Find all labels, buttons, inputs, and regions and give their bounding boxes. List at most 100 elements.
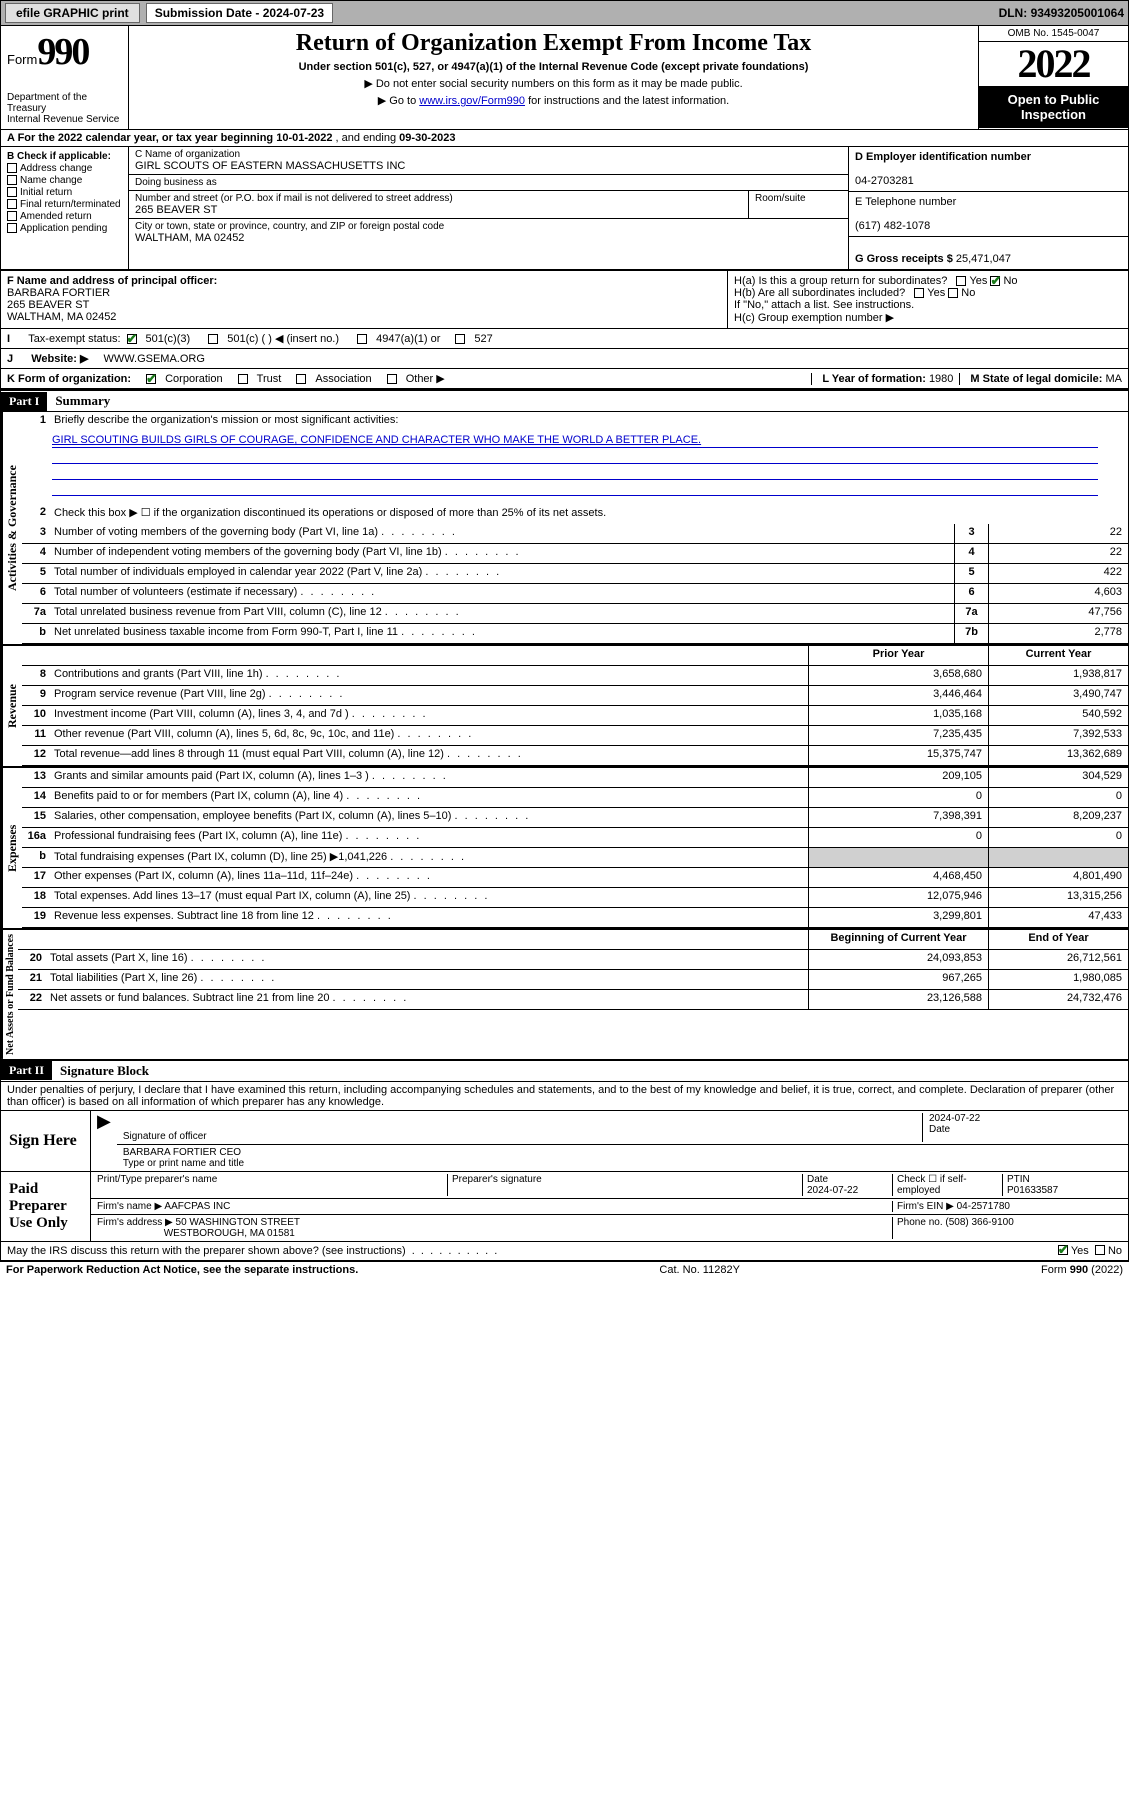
note-goto-post: for instructions and the latest informat… <box>525 95 729 107</box>
irs-link[interactable]: www.irs.gov/Form990 <box>419 95 525 107</box>
opt-trust: Trust <box>257 373 282 385</box>
chk-address-change[interactable]: Address change <box>7 163 122 174</box>
opt-527: 527 <box>474 333 492 345</box>
officer-addr2: WALTHAM, MA 02452 <box>7 311 116 323</box>
line-9: 9Program service revenue (Part VIII, lin… <box>22 686 1128 706</box>
pp-date-label: Date <box>807 1174 828 1185</box>
row-a-label: A For the 2022 calendar year, or tax yea… <box>7 132 276 144</box>
may-irs-yes-chk[interactable] <box>1058 1245 1068 1255</box>
chk-527[interactable] <box>455 334 465 344</box>
ln-num: 6 <box>22 584 50 603</box>
mission-blank-1 <box>52 450 1098 464</box>
section-revenue: Revenue b Prior Year Current Year 8Contr… <box>0 644 1129 766</box>
ln-num: 20 <box>18 950 46 969</box>
chk-name-change-label: Name change <box>20 175 82 186</box>
section-expenses: Expenses 13Grants and similar amounts pa… <box>0 766 1129 928</box>
chk-name-change[interactable]: Name change <box>7 175 122 186</box>
ln-text: Other revenue (Part VIII, column (A), li… <box>50 726 808 745</box>
ln-val: 422 <box>988 564 1128 583</box>
chk-initial-return[interactable]: Initial return <box>7 187 122 198</box>
chk-corporation[interactable] <box>146 374 156 384</box>
efile-button[interactable]: efile GRAPHIC print <box>5 3 140 23</box>
may-irs-no-chk[interactable] <box>1095 1245 1105 1255</box>
chk-4947[interactable] <box>357 334 367 344</box>
line-20: 20Total assets (Part X, line 16) 24,093,… <box>18 950 1128 970</box>
ln-val: 22 <box>988 524 1128 543</box>
pp-date: 2024-07-22 <box>807 1185 858 1196</box>
chk-501c3[interactable] <box>127 334 137 344</box>
line-12: 12Total revenue—add lines 8 through 11 (… <box>22 746 1128 766</box>
page-footer: For Paperwork Reduction Act Notice, see … <box>0 1261 1129 1278</box>
ln-num: 12 <box>22 746 50 765</box>
ln-current <box>988 848 1128 867</box>
col-current: Current Year <box>988 646 1128 665</box>
firm-name-label: Firm's name ▶ <box>97 1201 162 1212</box>
line-17: 17Other expenses (Part IX, column (A), l… <box>22 868 1128 888</box>
gross-receipts-value: 25,471,047 <box>956 253 1011 265</box>
ag-line-3: 3Number of voting members of the governi… <box>22 524 1128 544</box>
hb-no[interactable]: No <box>961 287 975 299</box>
ln-prior: 24,093,853 <box>808 950 988 969</box>
chk-other[interactable] <box>387 374 397 384</box>
ln-val: 2,778 <box>988 624 1128 643</box>
tax-year: 2022 <box>979 42 1128 86</box>
ln-prior: 1,035,168 <box>808 706 988 725</box>
sign-arrow-icon: ▶ <box>91 1111 117 1171</box>
firm-ein: 04-2571780 <box>957 1201 1010 1212</box>
na-header-row: Beginning of Current Year End of Year <box>18 930 1128 950</box>
phone-cell: E Telephone number (617) 482-1078 <box>849 192 1128 237</box>
officer-sig-date: 2024-07-22 <box>929 1113 1122 1124</box>
opt-association: Association <box>315 373 371 385</box>
chk-app-pending[interactable]: Application pending <box>7 223 122 234</box>
ag-line-5: 5Total number of individuals employed in… <box>22 564 1128 584</box>
rev-header-row: b Prior Year Current Year <box>22 646 1128 666</box>
may-irs-yes: Yes <box>1071 1245 1089 1257</box>
vert-label-ag: Activities & Governance <box>1 412 22 644</box>
form-header: Form990 Department of the Treasury Inter… <box>0 26 1129 130</box>
may-irs-row: May the IRS discuss this return with the… <box>0 1242 1129 1261</box>
perjury-declaration: Under penalties of perjury, I declare th… <box>0 1082 1129 1111</box>
sd-label: M State of legal domicile: <box>970 373 1105 385</box>
hb-yes[interactable]: Yes <box>927 287 945 299</box>
firm-phone: (508) 366-9100 <box>945 1217 1013 1228</box>
chk-final-return-label: Final return/terminated <box>20 199 121 210</box>
col-de: D Employer identification number 04-2703… <box>848 147 1128 269</box>
ln-text: Total number of volunteers (estimate if … <box>50 584 954 603</box>
line-1-text: Briefly describe the organization's miss… <box>50 412 1128 432</box>
chk-amended[interactable]: Amended return <box>7 211 122 222</box>
ha-no[interactable]: No <box>1003 275 1017 287</box>
form-number: Form990 <box>7 30 122 74</box>
ha-yes[interactable]: Yes <box>969 275 987 287</box>
header-left: Form990 Department of the Treasury Inter… <box>1 26 129 129</box>
ln-box: 7b <box>954 624 988 643</box>
ln-text: Total assets (Part X, line 16) <box>46 950 808 969</box>
ln-prior: 3,446,464 <box>808 686 988 705</box>
section-net-assets: Net Assets or Fund Balances Beginning of… <box>0 928 1129 1061</box>
rows-ijk: I Tax-exempt status: 501(c)(3) 501(c) ( … <box>0 328 1129 389</box>
phone-value: (617) 482-1078 <box>855 220 930 232</box>
row-j: J Website: ▶ WWW.GSEMA.ORG <box>1 349 1128 369</box>
ag-line-7a: 7aTotal unrelated business revenue from … <box>22 604 1128 624</box>
mission-text: GIRL SCOUTING BUILDS GIRLS OF COURAGE, C… <box>52 434 1098 448</box>
ln-num: 18 <box>22 888 50 907</box>
chk-501c[interactable] <box>208 334 218 344</box>
row-k: K Form of organization: Corporation Trus… <box>1 369 1128 388</box>
pp-ptin-label: PTIN <box>1007 1174 1030 1185</box>
row-f-h: F Name and address of principal officer:… <box>0 269 1129 328</box>
hc-text: H(c) Group exemption number ▶ <box>734 311 1122 324</box>
firm-name-line: Firm's name ▶ AAFCPAS INC Firm's EIN ▶ 0… <box>91 1199 1128 1215</box>
line-13: 13Grants and similar amounts paid (Part … <box>22 768 1128 788</box>
part1-title: Summary <box>47 391 118 411</box>
ln-text: Salaries, other compensation, employee b… <box>50 808 808 827</box>
ln-text: Other expenses (Part IX, column (A), lin… <box>50 868 808 887</box>
officer-label: F Name and address of principal officer: <box>7 275 217 287</box>
chk-trust[interactable] <box>238 374 248 384</box>
chk-final-return[interactable]: Final return/terminated <box>7 199 122 210</box>
na-body: Beginning of Current Year End of Year 20… <box>18 930 1128 1059</box>
ln-text: Professional fundraising fees (Part IX, … <box>50 828 808 847</box>
ln-text: Total fundraising expenses (Part IX, col… <box>50 848 808 867</box>
ln-num: b <box>22 624 50 643</box>
rev-body: b Prior Year Current Year 8Contributions… <box>22 646 1128 766</box>
chk-association[interactable] <box>296 374 306 384</box>
dept-treasury: Department of the Treasury Internal Reve… <box>7 92 122 125</box>
